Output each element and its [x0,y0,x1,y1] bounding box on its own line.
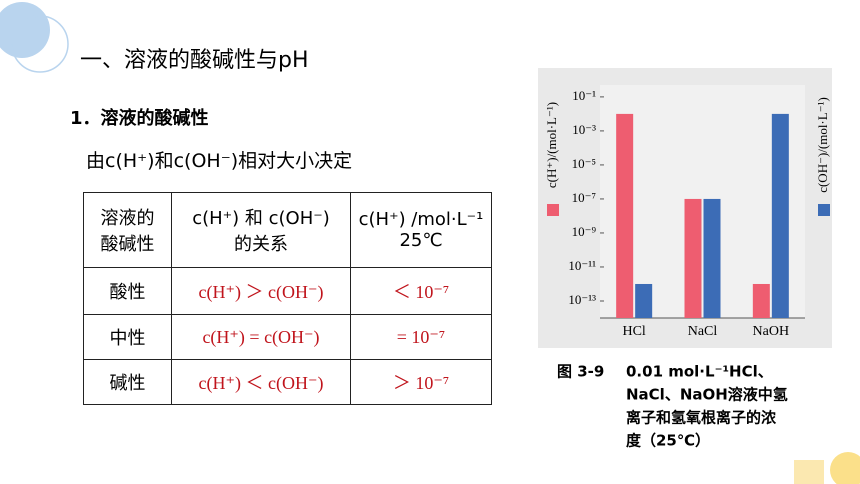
bar [684,198,702,318]
cell: 碱性 [83,359,172,405]
caption-line: 离子和氢氧根离子的浓 [626,409,777,427]
y-tick-label: 10⁻¹³ [568,292,596,307]
bar [752,283,770,318]
legend-swatch [547,204,559,216]
bar [703,198,721,318]
header-line: 溶液的 [100,208,155,229]
row: 碱性 c(H⁺) ＜ c(OH⁻) ＞ 10⁻⁷ [83,359,492,405]
bar [635,283,653,318]
cell: c(H⁺) = c(OH⁻) [171,314,351,360]
cell: c(H⁺) ＜ c(OH⁻) [171,359,351,405]
cell: ＞ 10⁻⁷ [350,359,492,405]
caption-line: 度（25℃） [626,432,710,450]
y-tick-label: 10⁻⁵ [572,156,596,171]
header-row: 溶液的酸碱性 c(H⁺) 和 c(OH⁻) 的关系 c(H⁺) /mol·L⁻¹ 25℃ [83,192,492,268]
cell: 中性 [83,314,172,360]
caption-line: NaCl、NaOH溶液中氢 [626,386,788,404]
x-tick-label: HCl [622,324,645,339]
row: 中性 c(H⁺) = c(OH⁻) = 10⁻⁷ [83,314,492,360]
x-tick-label: NaCl [688,324,718,339]
y-tick-label: 10⁻¹ [572,88,596,103]
y-tick-label: 10⁻¹¹ [568,258,596,273]
legend-swatch [818,204,830,216]
cell: = 10⁻⁷ [350,314,492,360]
bar [616,113,634,318]
x-tick-label: NaOH [753,324,790,339]
y-tick-label: 10⁻⁷ [572,190,596,205]
slide-title: 一、溶液的酸碱性与pH [80,48,309,73]
legend-label: c(OH⁻)/(mol·L⁻¹) [815,97,830,193]
decor-circle [830,452,860,484]
statement: 由c(H⁺)和c(OH⁻)相对大小决定 [86,150,353,172]
y-tick-label: 10⁻³ [572,122,596,137]
legend-label: c(H⁺)/(mol·L⁻¹) [544,102,559,188]
bar [771,113,789,318]
section-heading: 1．溶液的酸碱性 [70,108,209,129]
y-tick-label: 10⁻⁹ [572,224,597,239]
header-line: c(H⁺) /mol·L⁻¹ [358,209,484,230]
header-line: c(H⁺) 和 c(OH⁻) [192,208,330,229]
header-line: 酸碱性 [100,234,155,255]
header-line: 的关系 [234,234,288,255]
caption-label: 图 3-9 [557,363,604,381]
cell: ＜ 10⁻⁷ [350,267,492,315]
header-line: 25℃ [399,230,443,251]
header-cell: 溶液的 酸碱性 [83,192,172,268]
table: 溶液的酸碱性 c(H⁺) 和 c(OH⁻) 的关系 c(H⁺) /mol·L⁻¹ 25℃… [83,192,492,405]
cell: c(H⁺) ＞ c(OH⁻) [171,267,351,315]
decor-ring [11,15,69,73]
header-cell: c(H⁺) 和 c(OH⁻) 的关系 [171,192,351,268]
caption-line: 0.01 mol·L⁻¹HCl、 [626,363,773,381]
plot-area [600,85,805,318]
decor-block [794,460,824,484]
